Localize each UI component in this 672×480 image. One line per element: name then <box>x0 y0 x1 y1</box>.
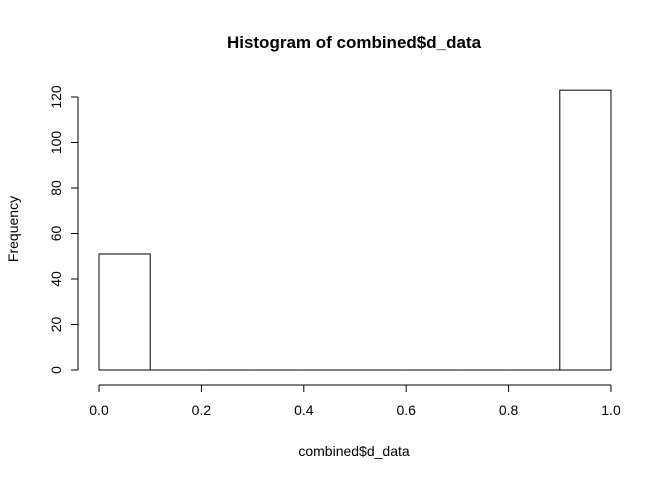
x-tick-label: 0.8 <box>499 402 519 418</box>
y-axis: 0 20 40 60 80 100 120 <box>48 85 79 374</box>
chart-title: Histogram of combined$d_data <box>227 33 482 52</box>
y-tick-label: 100 <box>48 131 64 155</box>
x-tick-label: 0.6 <box>396 402 416 418</box>
y-tick-label: 80 <box>48 180 64 196</box>
x-tick-label: 0.4 <box>294 402 314 418</box>
histogram-bar <box>98 253 151 371</box>
bars-group <box>98 89 612 371</box>
x-tick-label: 0.2 <box>192 402 212 418</box>
x-tick-label: 1.0 <box>601 402 621 418</box>
x-axis: 0.0 0.2 0.4 0.6 0.8 1.0 <box>89 384 621 418</box>
y-axis-label: Frequency <box>5 196 21 262</box>
x-tick-label: 0.0 <box>89 402 109 418</box>
x-axis-label: combined$d_data <box>298 443 410 459</box>
y-tick-label: 60 <box>48 226 64 242</box>
y-tick-label: 40 <box>48 271 64 287</box>
y-tick-label: 0 <box>48 366 64 374</box>
y-tick-label: 120 <box>48 85 64 109</box>
histogram-bar <box>559 89 612 371</box>
y-tick-label: 20 <box>48 317 64 333</box>
